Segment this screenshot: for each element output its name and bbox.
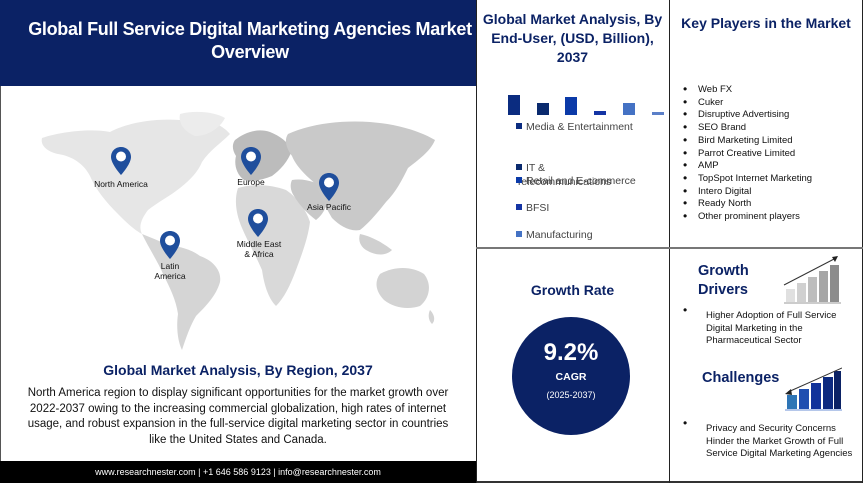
growth-driver-item: Higher Adoption of Full Service Digital … <box>706 310 837 346</box>
legend-item: BFSI <box>516 201 666 215</box>
list-item: Other prominent players <box>683 210 858 224</box>
challenge-item: Privacy and Security Concerns Hinder the… <box>706 423 853 459</box>
divider <box>476 0 477 483</box>
bar-bfsi <box>594 111 606 115</box>
cagr-label: CAGR <box>555 371 587 383</box>
enduser-bar-chart <box>505 90 670 115</box>
region-label-north-america: North America <box>94 179 148 189</box>
cagr-value: 9.2% <box>543 339 599 366</box>
bullet-icon: • <box>683 303 688 317</box>
list-item: Web FX <box>683 83 858 97</box>
footer-text: www.researchnester.com | +1 646 586 9123… <box>95 467 381 477</box>
legend-swatch-icon <box>516 204 522 210</box>
legend-swatch-icon <box>516 177 522 183</box>
map-pin-icon[interactable] <box>159 230 181 260</box>
region-label-europe: Europe <box>237 177 265 187</box>
growth-rate-title: Growth Rate <box>530 282 615 298</box>
footer-contact: www.researchnester.com | +1 646 586 9123… <box>0 461 476 483</box>
bullet-icon: • <box>683 416 688 430</box>
legend-swatch-icon <box>516 164 522 170</box>
enduser-chart-title: Global Market Analysis, By End-User, (US… <box>482 11 663 65</box>
list-item: Ready North <box>683 197 858 211</box>
region-panel <box>0 0 1 461</box>
legend-item: IT & Telecommunications <box>516 162 612 188</box>
legend-swatch-icon <box>516 123 522 129</box>
key-players-title: Key Players in the Market <box>681 15 851 31</box>
legend-item: Retail and E-commerce <box>516 174 666 188</box>
bar-it-telecom <box>537 103 549 115</box>
challenges-title: Challenges <box>702 370 780 386</box>
rising-bar-chart-icon <box>783 256 841 304</box>
region-label-asia-pacific: Asia Pacific <box>307 202 351 212</box>
world-map <box>41 111 435 350</box>
map-pin-icon[interactable] <box>318 172 340 202</box>
growth-drivers-title: Growth Drivers <box>698 263 749 298</box>
bar-media-entertainment <box>508 95 520 115</box>
list-item: Bird Marketing Limited <box>683 134 858 148</box>
list-item: TopSpot Internet Marketing <box>683 172 858 186</box>
map-pin-icon[interactable] <box>240 146 262 176</box>
map-pin-icon[interactable] <box>247 208 269 238</box>
list-item: Intero Digital <box>683 185 858 199</box>
region-description: North America region to display signific… <box>27 387 449 446</box>
divider <box>476 247 863 249</box>
bar-other <box>652 112 664 115</box>
list-item: Disruptive Advertising <box>683 108 858 122</box>
cagr-badge: 9.2% CAGR (2025-2037) <box>512 317 630 435</box>
legend-swatch-icon <box>516 231 522 237</box>
bar-manufacturing <box>623 103 635 115</box>
title-banner: Global Full Service Digital Marketing Ag… <box>0 0 476 86</box>
page-title: Global Full Service Digital Marketing Ag… <box>28 19 472 62</box>
bar-retail-ecommerce <box>565 97 577 115</box>
region-label-middle-east-africa: Middle East & Africa <box>236 239 282 259</box>
divider <box>669 0 670 483</box>
cagr-period: (2025-2037) <box>546 390 596 400</box>
key-players-list: Web FX Cuker Disruptive Advertising SEO … <box>683 83 858 224</box>
list-item: AMP <box>683 159 858 173</box>
legend-item: Media & Entertainment <box>516 120 666 134</box>
map-pin-icon[interactable] <box>110 146 132 176</box>
list-item: Parrot Creative Limited <box>683 147 858 161</box>
region-heading: Global Market Analysis, By Region, 2037 <box>103 362 373 378</box>
legend-item: Manufacturing <box>516 228 666 242</box>
declining-bar-chart-icon <box>785 367 842 411</box>
list-item: Cuker <box>683 96 858 110</box>
region-label-latin-america: Latin America <box>154 261 186 281</box>
list-item: SEO Brand <box>683 121 858 135</box>
